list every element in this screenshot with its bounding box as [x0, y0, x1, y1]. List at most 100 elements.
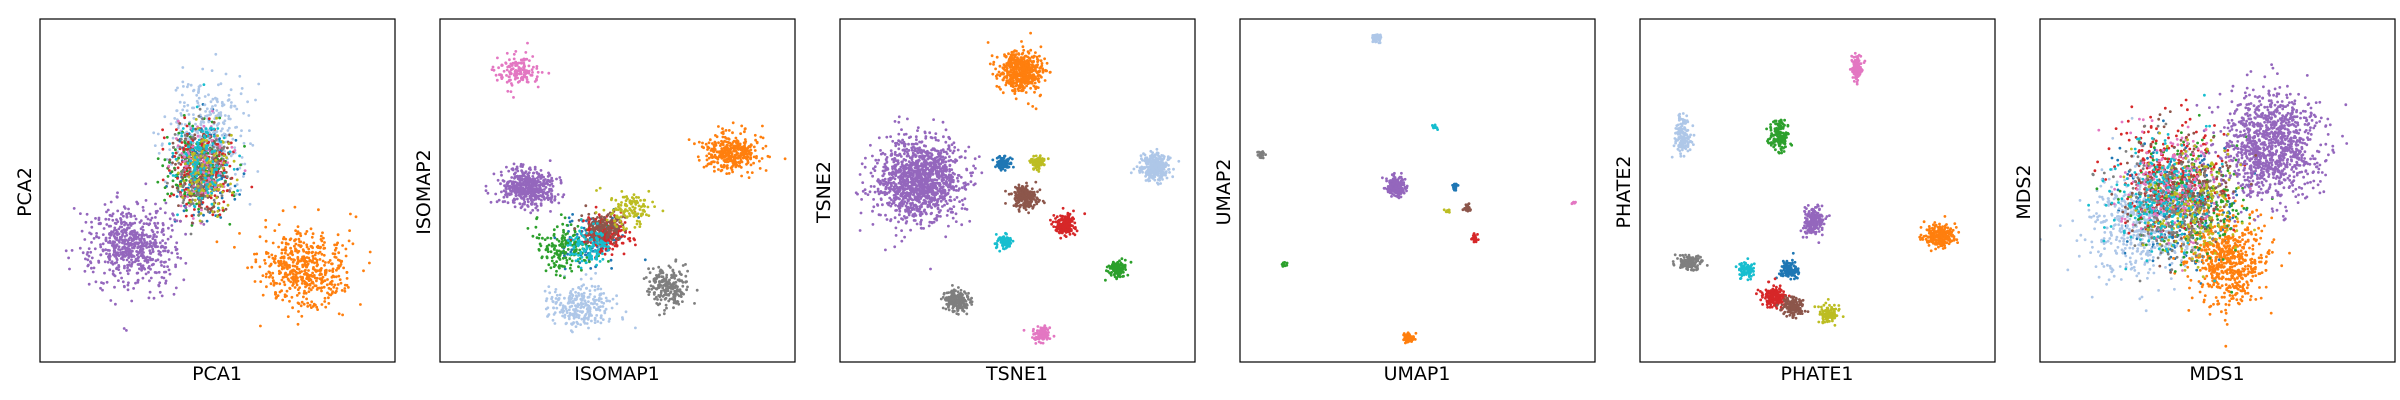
scatter-point — [202, 124, 206, 128]
scatter-point — [315, 305, 319, 309]
scatter-point — [302, 291, 306, 295]
scatter-point — [224, 207, 228, 211]
scatter-point — [521, 163, 525, 167]
scatter-point — [118, 271, 122, 275]
scatter-point — [577, 265, 580, 269]
scatter-point — [228, 190, 232, 193]
scatter-point — [286, 315, 290, 318]
scatter-point — [344, 247, 348, 251]
scatter-point — [521, 76, 525, 79]
scatter-point — [546, 250, 550, 254]
scatter-point — [539, 169, 543, 172]
scatter-point — [334, 256, 338, 259]
scatter-point — [104, 239, 108, 243]
scatter-point — [197, 189, 201, 192]
scatter-point — [321, 280, 325, 284]
scatter-point — [665, 306, 668, 310]
scatter-point — [240, 87, 244, 90]
scatter-point — [141, 228, 145, 232]
scatter-point — [281, 209, 285, 213]
scatter-point — [314, 257, 317, 260]
scatter-point — [629, 202, 633, 206]
scatter-point — [115, 257, 118, 260]
scatter-point — [596, 222, 599, 225]
scatter-point — [203, 154, 207, 157]
scatter-point — [190, 214, 194, 218]
scatter-point — [163, 115, 167, 119]
scatter-point — [536, 70, 540, 74]
scatter-point — [647, 293, 651, 296]
scatter-point — [558, 254, 562, 257]
scatter-point — [721, 149, 724, 153]
scatter-point — [173, 155, 177, 158]
scatter-point — [724, 129, 728, 132]
scatter-point — [281, 298, 285, 302]
scatter-point — [613, 233, 616, 237]
scatter-point — [242, 175, 245, 178]
scatter-point — [540, 188, 544, 192]
scatter-point — [141, 242, 144, 246]
scatter-point — [227, 126, 231, 130]
scatter-point — [319, 234, 323, 238]
scatter-point — [551, 318, 555, 322]
scatter-point — [119, 252, 123, 256]
scatter-point — [113, 226, 117, 230]
scatter-point — [311, 254, 315, 258]
scatter-point — [206, 191, 210, 195]
scatter-point — [591, 235, 594, 239]
scatter-point — [627, 212, 631, 215]
scatter-point — [588, 292, 592, 296]
scatter-point — [151, 250, 155, 254]
scatter-point — [656, 298, 659, 301]
scatter-point — [535, 65, 539, 68]
scatter-point — [202, 151, 206, 154]
scatter-point — [608, 317, 611, 321]
scatter-point — [188, 148, 192, 152]
scatter-point — [198, 203, 202, 207]
scatter-point — [324, 261, 327, 264]
scatter-point — [183, 192, 187, 196]
scatter-point — [730, 152, 734, 156]
scatter-point — [547, 285, 551, 288]
scatter-point — [568, 266, 572, 270]
scatter-point — [579, 323, 582, 326]
scatter-point — [731, 161, 735, 165]
scatter-point — [242, 172, 246, 176]
cluster-9-points — [594, 186, 665, 232]
scatter-point — [197, 178, 201, 182]
scatter-point — [187, 122, 191, 126]
scatter-point — [175, 137, 178, 140]
scatter-point — [296, 301, 300, 305]
scatter-point — [198, 219, 202, 223]
scatter-point — [548, 159, 552, 163]
scatter-point — [160, 264, 163, 267]
scatter-point — [225, 133, 229, 137]
scatter-point — [117, 232, 121, 236]
scatter-point — [324, 270, 328, 273]
scatter-point — [246, 266, 250, 270]
scatter-point — [184, 144, 188, 148]
scatter-point — [606, 233, 609, 237]
scatter-point — [193, 151, 196, 155]
scatter-point — [289, 270, 292, 273]
scatter-point — [248, 129, 251, 133]
scatter-point — [595, 263, 598, 267]
scatter-point — [300, 257, 304, 261]
scatter-point — [115, 261, 119, 264]
scatter-point — [85, 212, 89, 216]
scatter-point — [218, 178, 221, 181]
scatter-point — [167, 226, 170, 230]
scatter-point — [609, 215, 612, 219]
scatter-point — [166, 237, 170, 241]
scatter-point — [540, 194, 544, 198]
scatter-point — [230, 145, 234, 149]
scatter-point — [333, 243, 336, 247]
scatter-point — [226, 203, 230, 207]
scatter-point — [164, 279, 168, 283]
scatter-point — [676, 285, 679, 289]
scatter-point — [525, 69, 529, 73]
scatter-point — [681, 280, 685, 284]
scatter-point — [219, 191, 222, 195]
scatter-point — [182, 148, 186, 152]
scatter-point — [603, 241, 607, 245]
